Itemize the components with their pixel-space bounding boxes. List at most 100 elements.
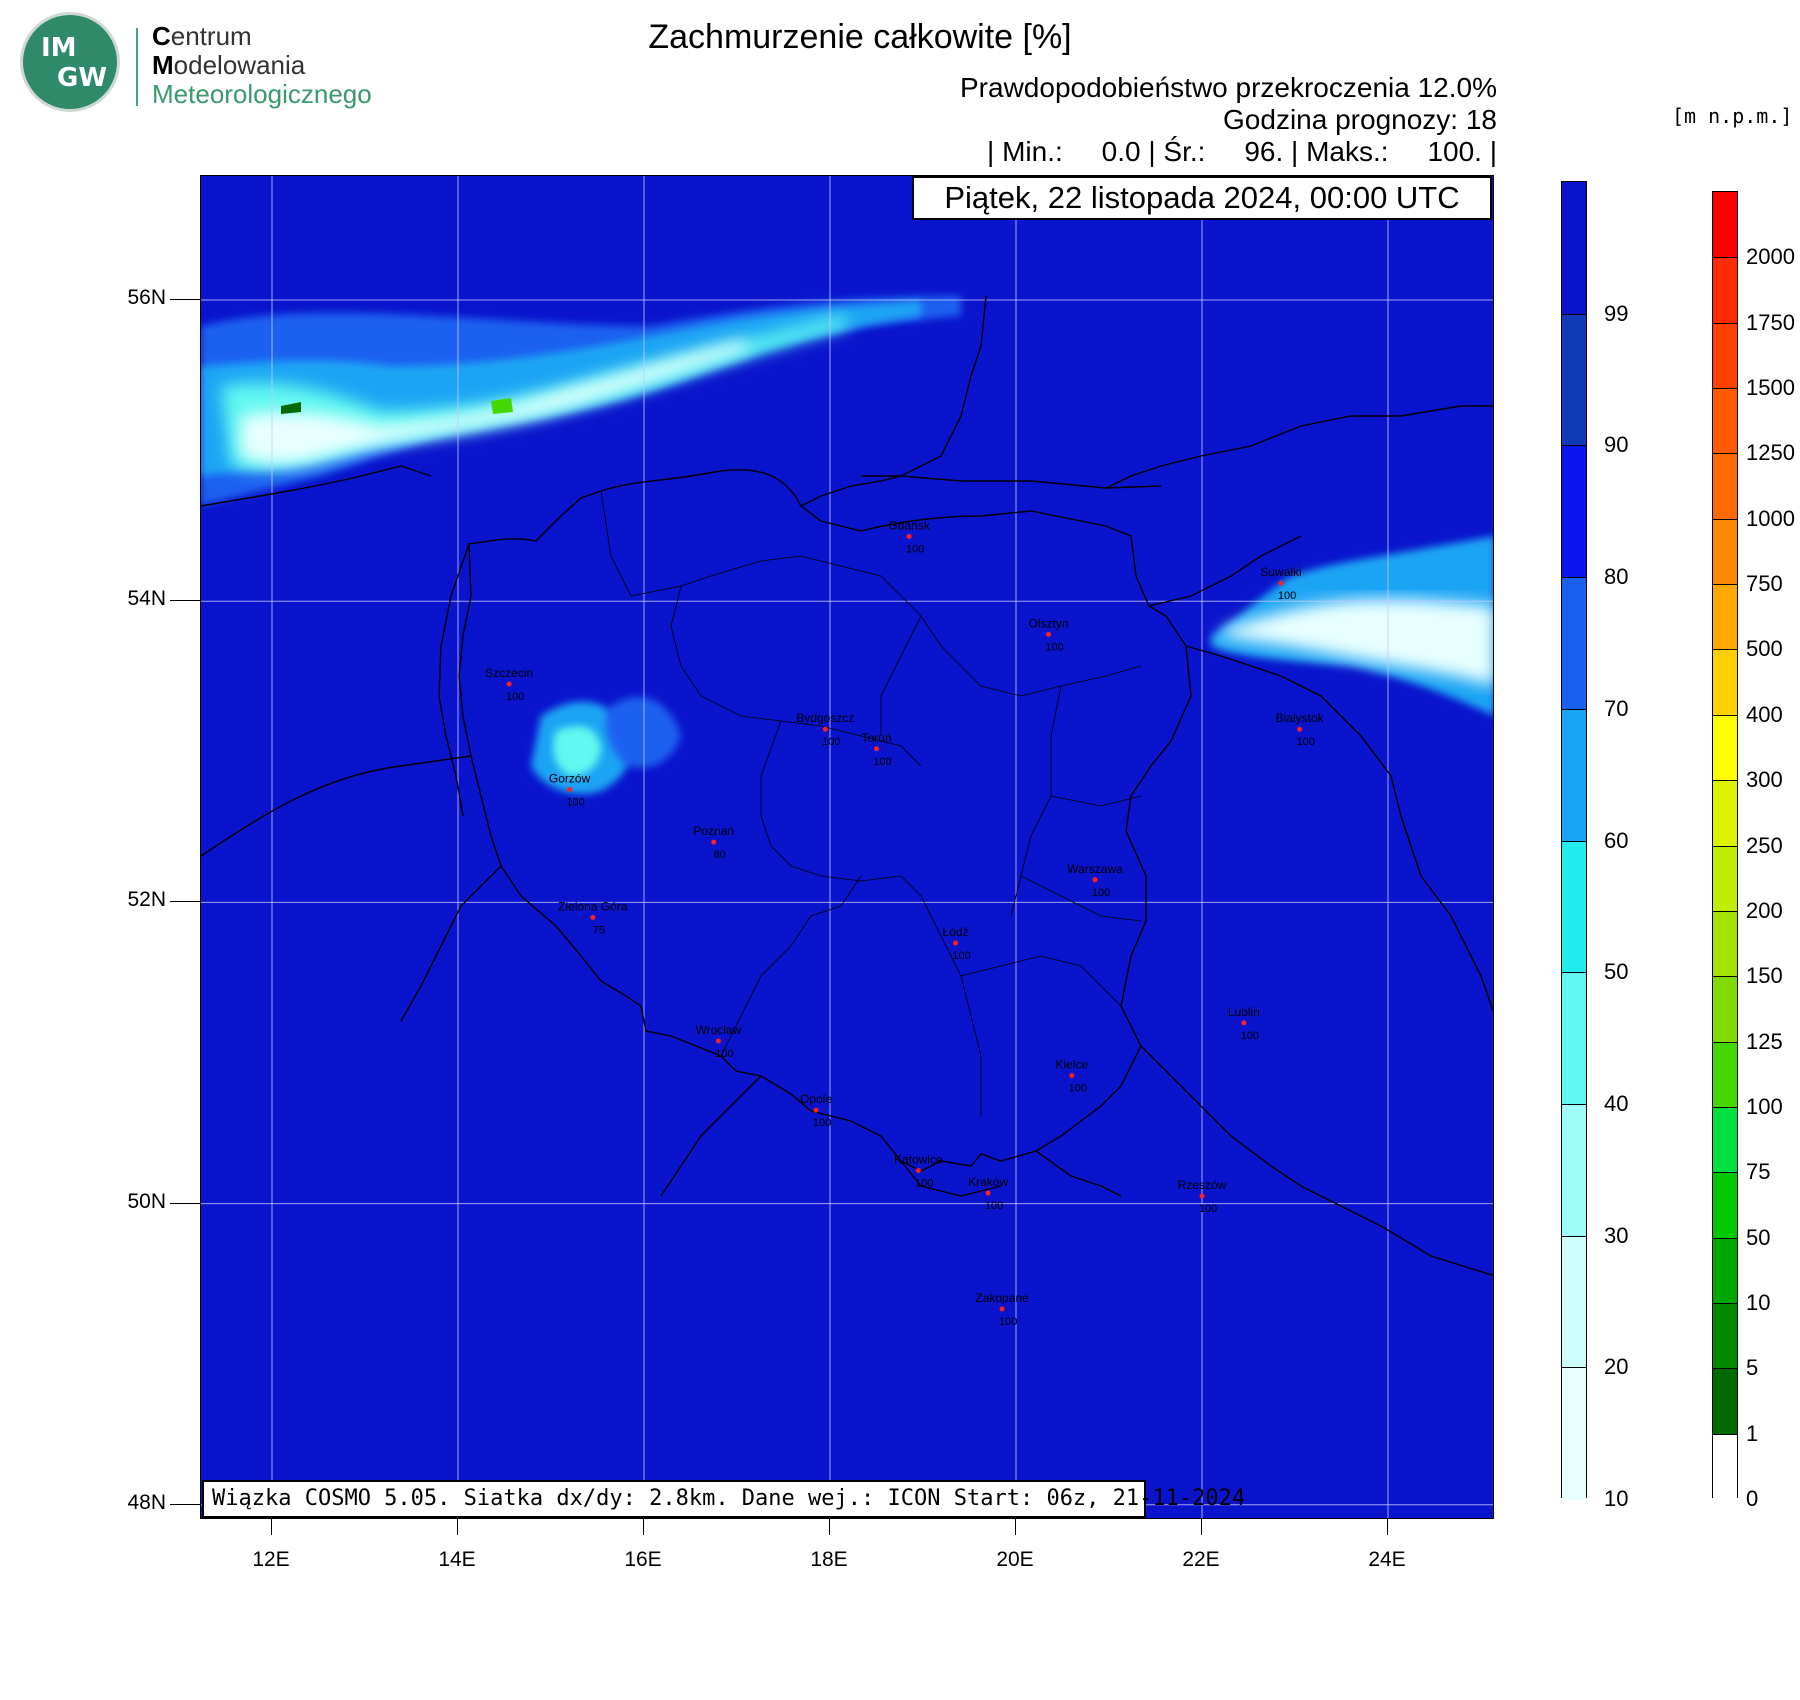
city-dot (1278, 580, 1284, 586)
lon-tick-12e: 12E (252, 1548, 290, 1571)
city-name: Opole (800, 1092, 832, 1106)
lat-tick-mark (170, 1203, 200, 1204)
lat-tick-mark (170, 600, 200, 601)
cloud-west-core (553, 726, 601, 776)
colorbar-label: 5 (1746, 1355, 1759, 1381)
city-marker: Białystok 100 (1276, 711, 1325, 748)
map-canvas: Gdańsk 100 Suwałki 100 Olsztyn 100 Szczecin 100… (201, 176, 1493, 1518)
logo-separator (136, 28, 138, 106)
colorbar-segment (1562, 445, 1586, 579)
logo: IM GW Centrum Modelowania Meteorologiczn… (12, 12, 382, 112)
city-dot (874, 746, 879, 752)
colorbar-segment (1713, 649, 1737, 717)
lon-tick-mark (829, 1519, 830, 1535)
colorbar-label: 300 (1746, 767, 1783, 793)
lon-tick-22e: 22E (1182, 1548, 1220, 1571)
lon-tick-mark (271, 1519, 272, 1535)
colorbar-label: 2000 (1746, 244, 1795, 270)
city-value: 75 (593, 924, 605, 936)
city-value: 100 (1045, 641, 1063, 653)
city-dot (1046, 631, 1052, 637)
colorbar-segment (1713, 976, 1737, 1044)
lat-tick-mark (170, 299, 200, 300)
city-markers: Gdańsk 100 Suwałki 100 Olsztyn 100 Szczecin 100… (485, 518, 1325, 1328)
colorbar-label: 90 (1604, 432, 1629, 458)
colorbar-label: 1250 (1746, 440, 1795, 466)
colorbar-label: 75 (1746, 1159, 1771, 1185)
colorbar-segment (1562, 1367, 1586, 1501)
lon-tick-mark (643, 1519, 644, 1535)
country-borders (201, 295, 1493, 1277)
colorbar-label: 1 (1746, 1420, 1759, 1446)
terrain-patch-1 (281, 402, 301, 414)
city-value: 100 (813, 1117, 831, 1129)
colorbar-label: 20 (1604, 1354, 1629, 1380)
lon-tick-18e: 18E (810, 1548, 848, 1571)
city-value: 100 (999, 1316, 1017, 1328)
lon-tick-mark (457, 1519, 458, 1535)
colorbar-label: 1500 (1746, 375, 1795, 401)
city-name: Warszawa (1067, 862, 1123, 876)
colorbar-segment (1713, 1368, 1737, 1436)
city-name: Wrocław (696, 1023, 742, 1037)
city-name: Łódź (943, 925, 969, 939)
city-dot (567, 786, 573, 792)
colorbar-segment (1713, 388, 1737, 455)
lon-tick-mark (1201, 1519, 1202, 1535)
city-name: Bydgoszcz (796, 711, 854, 725)
forecast-date-box: Piątek, 22 listopada 2024, 00:00 UTC (912, 176, 1492, 220)
city-value: 100 (906, 543, 924, 555)
lat-tick-mark (170, 901, 200, 902)
colorbar-segment (1562, 313, 1586, 447)
colorbar-segment (1562, 840, 1586, 974)
colorbar-segment (1713, 453, 1737, 521)
city-marker: Bydgoszcz 100 (796, 711, 854, 748)
colorbar-label: 200 (1746, 897, 1783, 923)
city-marker: Poznań 80 (693, 824, 734, 861)
city-marker: Gorzów 100 (549, 771, 591, 808)
city-marker: Lublin 100 (1228, 1005, 1260, 1042)
city-name: Rzeszów (1178, 1178, 1227, 1192)
poland-border (458, 469, 1192, 1172)
city-value: 100 (1199, 1203, 1217, 1215)
city-name: Kielce (1055, 1058, 1088, 1072)
colorbar-segment (1713, 257, 1737, 325)
city-value: 100 (873, 756, 891, 768)
terrain-units-label: [m n.p.m.] (1672, 104, 1793, 128)
colorbar-label: 30 (1604, 1222, 1629, 1248)
colorbar-segment (1713, 1302, 1737, 1370)
city-dot (953, 940, 959, 946)
city-marker: Wrocław 100 (696, 1023, 742, 1060)
city-value: 100 (1069, 1083, 1087, 1095)
city-dot (590, 914, 596, 920)
city-name: Białystok (1276, 711, 1325, 725)
belarus-border (1185, 645, 1493, 1013)
lon-tick-24e: 24E (1368, 1548, 1406, 1571)
colorbar-label: 150 (1746, 963, 1783, 989)
city-marker: Toruń 100 (861, 731, 891, 768)
city-dot (822, 726, 828, 732)
lat-tick-56n: 56N (127, 286, 166, 309)
city-dot (1069, 1073, 1075, 1079)
forecast-hour-label: Godzina prognozy: 18 (1223, 104, 1497, 135)
city-name: Poznań (693, 824, 734, 838)
cloud-east-core (1221, 598, 1493, 686)
lon-tick-16e: 16E (624, 1548, 662, 1571)
city-dot (1241, 1020, 1247, 1026)
city-name: Zielona Góra (558, 899, 628, 913)
city-value: 100 (1241, 1030, 1259, 1042)
colorbar-label: 10 (1604, 1486, 1629, 1511)
city-dot (813, 1107, 819, 1113)
colorbar-label: 70 (1604, 695, 1629, 721)
colorbar-label: 125 (1746, 1028, 1783, 1054)
city-dot (1199, 1193, 1205, 1199)
city-value: 100 (1092, 887, 1110, 899)
cloud-field (201, 296, 1493, 795)
colorbar-label: 60 (1604, 827, 1629, 853)
city-value: 100 (915, 1177, 933, 1189)
logo-line-1: Centrum (152, 21, 252, 51)
city-marker: Rzeszów 100 (1178, 1178, 1227, 1215)
colorbar-segment (1713, 910, 1737, 978)
colorbar-label: 80 (1604, 564, 1629, 590)
colorbar-segment (1713, 1433, 1737, 1501)
